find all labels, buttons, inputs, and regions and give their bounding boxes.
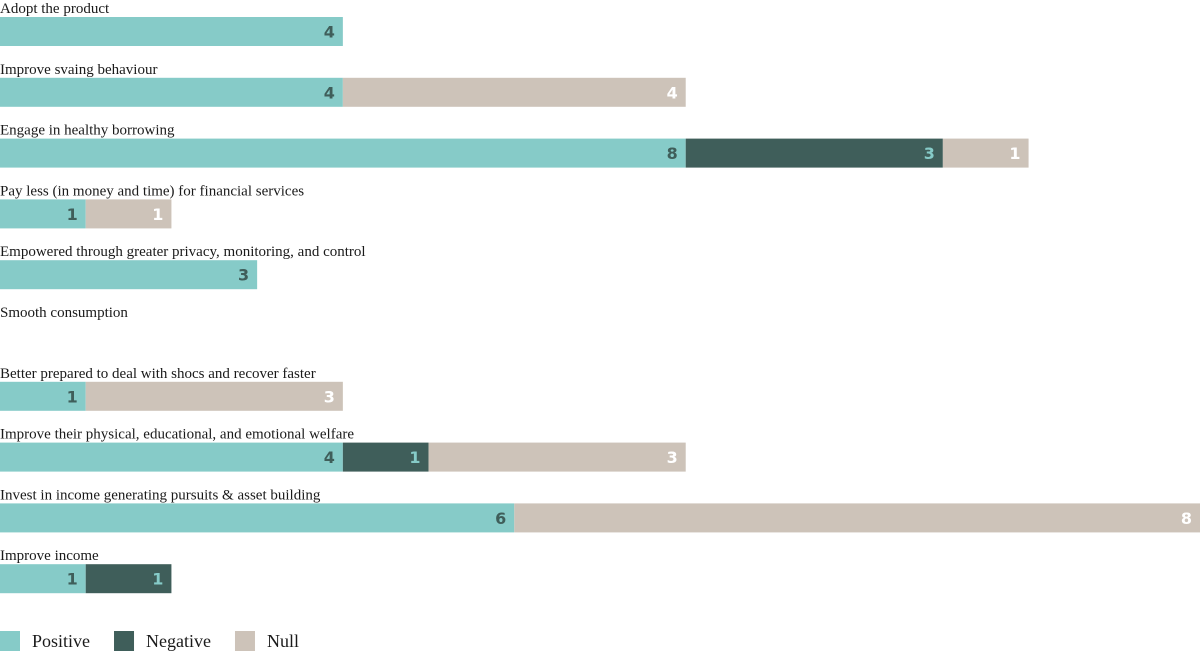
category-label: Engage in healthy borrowing — [0, 123, 175, 139]
value-label: 4 — [324, 448, 335, 467]
category-label: Invest in income generating pursuits & a… — [0, 487, 321, 503]
value-label: 1 — [152, 570, 163, 589]
bar-segment — [0, 442, 343, 472]
bar-segment — [0, 260, 258, 290]
category-label: Pay less (in money and time) for financi… — [0, 183, 304, 199]
value-label: 4 — [324, 83, 335, 102]
value-label: 1 — [67, 205, 78, 224]
category-label: Smooth consumption — [0, 305, 128, 321]
category-label: Empowered through greater privacy, monit… — [0, 244, 366, 260]
bar-segment — [342, 442, 429, 472]
bar-segment — [85, 199, 172, 229]
legend-label: Negative — [146, 631, 211, 651]
value-label: 1 — [409, 448, 420, 467]
value-label: 4 — [667, 83, 678, 102]
bar-segment — [0, 77, 343, 107]
bar-segment — [0, 199, 86, 229]
value-label: 3 — [238, 266, 249, 285]
legend-label: Null — [267, 631, 299, 651]
bar-segment — [0, 17, 343, 46]
value-label: 1 — [152, 205, 163, 224]
value-label: 8 — [1181, 509, 1192, 528]
category-label: Better prepared to deal with shocs and r… — [0, 366, 316, 382]
bar-segment — [685, 138, 943, 168]
value-label: 3 — [924, 144, 935, 163]
value-label: 1 — [1009, 144, 1020, 163]
bar-segment — [0, 381, 86, 411]
category-label: Improve svaing behaviour — [0, 62, 157, 78]
legend-swatch — [114, 631, 135, 651]
bar-segment — [0, 564, 86, 594]
legend-swatch — [234, 631, 255, 651]
bar-segment — [514, 503, 1200, 533]
category-label: Improve their physical, educational, and… — [0, 427, 354, 443]
bar-segment — [0, 138, 686, 168]
bar-segment — [942, 138, 1029, 168]
bar-segment — [85, 381, 343, 411]
category-label: Adopt the product — [0, 1, 110, 17]
value-label: 4 — [324, 23, 335, 42]
value-label: 8 — [667, 144, 678, 163]
value-label: 3 — [667, 448, 678, 467]
bar-segment — [428, 442, 686, 472]
legend-label: Positive — [32, 631, 90, 651]
bar-segment — [0, 503, 515, 533]
value-label: 3 — [324, 387, 335, 406]
legend-swatch — [0, 631, 20, 651]
category-label: Improve income — [0, 548, 99, 564]
bar-segment — [342, 77, 686, 107]
value-label: 1 — [67, 387, 78, 406]
bar-segment — [85, 564, 172, 594]
value-label: 1 — [67, 570, 78, 589]
value-label: 6 — [495, 509, 506, 528]
